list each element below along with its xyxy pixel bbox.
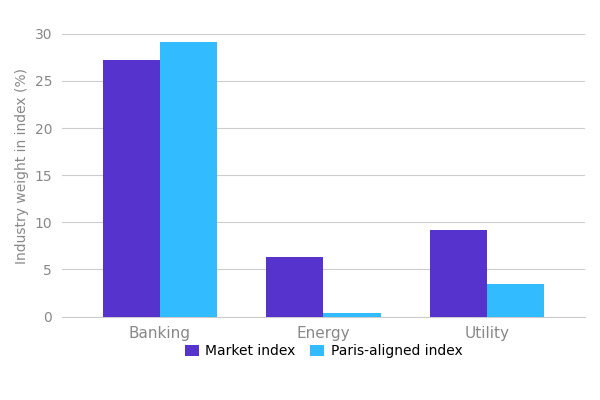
Bar	[103, 60, 160, 316]
Y-axis label: Industry weight in index (%): Industry weight in index (%)	[15, 68, 29, 264]
Bar	[266, 257, 323, 316]
Bar	[487, 284, 544, 316]
Bar	[430, 230, 487, 316]
Bar	[323, 313, 380, 316]
Bar	[160, 42, 217, 316]
Legend: Market index, Paris-aligned index: Market index, Paris-aligned index	[179, 339, 468, 364]
